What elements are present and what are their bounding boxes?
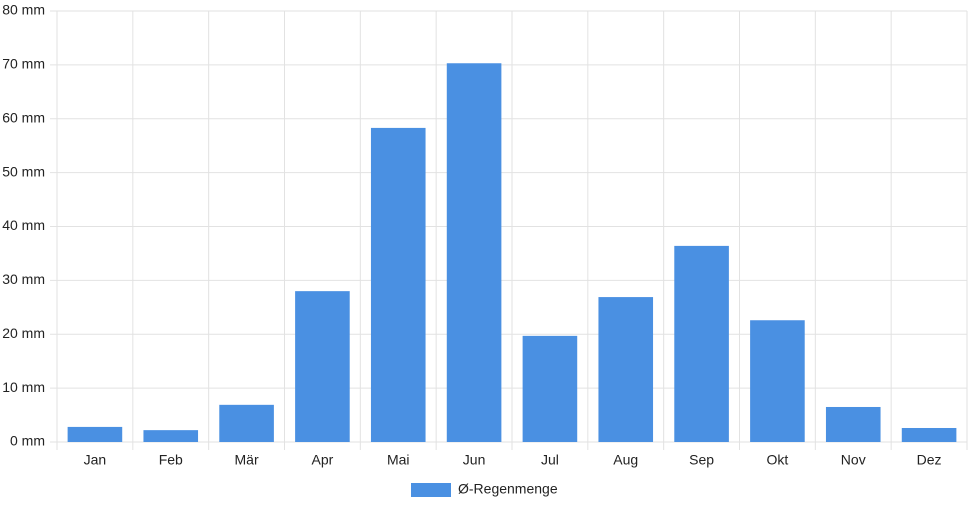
x-tick-label: Aug [613, 452, 638, 468]
bar [825, 406, 881, 442]
x-tick-label: Mai [387, 452, 410, 468]
x-tick-label: Dez [917, 452, 942, 468]
bar [750, 320, 805, 442]
bar [901, 427, 957, 442]
x-tick-label: Nov [841, 452, 866, 468]
y-tick-label: 20 mm [2, 325, 45, 341]
y-tick-label: 30 mm [2, 271, 45, 287]
y-tick-label: 60 mm [2, 109, 45, 125]
x-tick-label: Jan [84, 452, 107, 468]
x-tick-label: Mär [235, 452, 259, 468]
y-tick-label: 50 mm [2, 163, 45, 179]
bar [67, 426, 123, 442]
x-tick-label: Okt [767, 452, 789, 468]
x-tick-label: Sep [689, 452, 714, 468]
y-tick-label: 40 mm [2, 217, 45, 233]
bar [598, 297, 654, 442]
bar [674, 245, 729, 442]
bar [370, 127, 426, 442]
x-tick-label: Jun [463, 452, 486, 468]
y-tick-label: 80 mm [2, 2, 45, 18]
y-tick-label: 10 mm [2, 379, 45, 395]
y-tick-label: 70 mm [2, 56, 45, 72]
bar [143, 430, 199, 442]
bar [522, 335, 578, 442]
x-tick-label: Jul [541, 452, 559, 468]
bar [295, 291, 350, 442]
legend-swatch [411, 483, 451, 497]
bar [446, 63, 502, 442]
y-tick-label: 0 mm [10, 433, 45, 449]
legend-label: Ø-Regenmenge [458, 481, 558, 497]
x-tick-label: Feb [159, 452, 183, 468]
bar [219, 404, 274, 442]
x-tick-label: Apr [312, 452, 334, 468]
